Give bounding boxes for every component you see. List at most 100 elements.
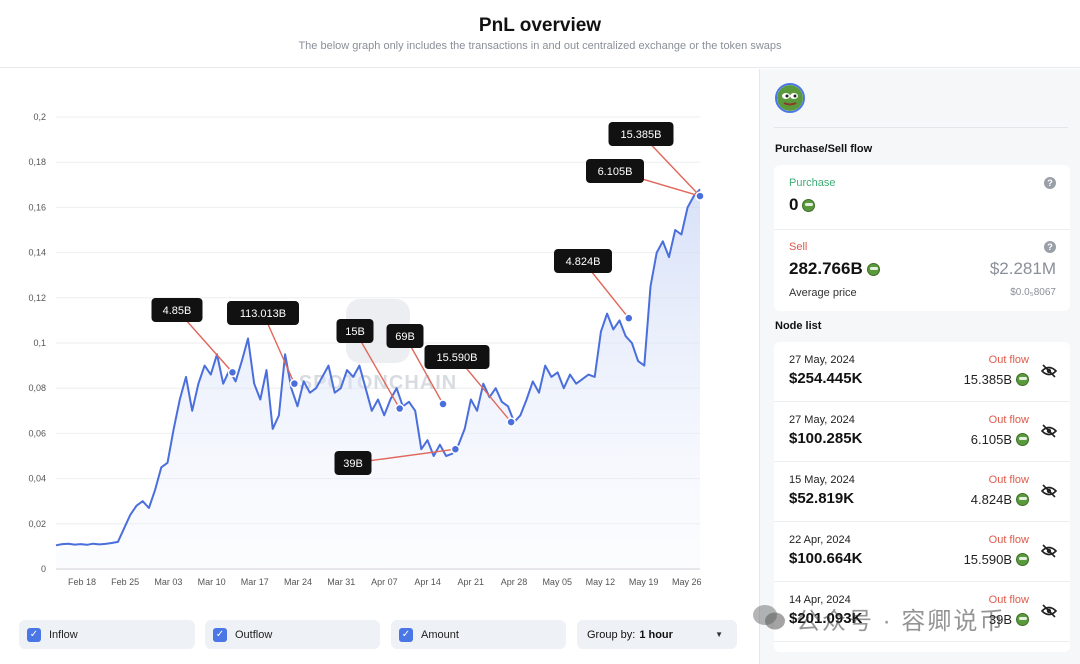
node-date: 15 May, 2024	[789, 474, 855, 486]
legend-amount[interactable]: ✓ Amount	[391, 620, 566, 649]
y-tick-label: 0,2	[33, 112, 46, 122]
annotation-label: 4.824B	[566, 256, 601, 268]
node-flow-type: Out flow	[988, 534, 1029, 546]
wechat-text: 公众号 · 容卿说币	[796, 607, 1006, 635]
chevron-down-icon: ▼	[715, 630, 723, 639]
annotation-point[interactable]	[394, 403, 405, 414]
price-area	[56, 189, 700, 570]
group-by-select[interactable]: Group by: 1 hour ▼	[577, 620, 737, 649]
legend-outflow[interactable]: ✓ Outflow	[205, 620, 380, 649]
y-tick-label: 0,14	[28, 248, 46, 258]
annotation-point[interactable]	[695, 191, 705, 201]
x-tick-label: Feb 18	[68, 577, 96, 587]
annotation-label: 4.85B	[163, 305, 192, 317]
node-flow-type: Out flow	[988, 594, 1029, 606]
node-usd: $52.819K	[789, 490, 855, 507]
legend-amount-label: Amount	[421, 628, 459, 641]
annotation-point[interactable]	[227, 367, 238, 378]
wechat-icon	[753, 605, 785, 630]
pepe-token-icon	[802, 198, 816, 212]
node-list-item[interactable]: 22 Apr, 2024 $100.664K Out flow 15.590B	[774, 522, 1070, 582]
panel-divider	[759, 69, 760, 664]
y-tick-label: 0,02	[28, 519, 46, 529]
annotation-point[interactable]	[624, 313, 634, 323]
annotation-box[interactable]	[336, 319, 374, 343]
x-tick-label: Apr 28	[501, 577, 528, 587]
node-date: 22 Apr, 2024	[789, 534, 851, 546]
y-tick-label: 0	[41, 564, 46, 574]
x-tick-label: Mar 10	[198, 577, 226, 587]
watermark-text: SPOTONCHAIN	[299, 372, 457, 394]
y-tick-label: 0,08	[28, 383, 46, 393]
annotation-point[interactable]	[438, 399, 448, 409]
x-tick-label: May 12	[586, 577, 616, 587]
x-tick-label: May 05	[542, 577, 572, 587]
pnl-chart[interactable]: SPOTONCHAIN 4.85B 113.013B 15B 69B 39B 15.590…	[0, 69, 758, 609]
annotation-label: 6.105B	[598, 166, 633, 178]
hide-eye-icon[interactable]	[1041, 544, 1057, 558]
annotation-point[interactable]	[450, 444, 461, 454]
pepe-token-icon	[1016, 493, 1029, 506]
node-flow-type: Out flow	[988, 354, 1029, 366]
node-usd: $254.445K	[789, 370, 863, 387]
annotation-point[interactable]	[506, 417, 516, 427]
card-divider	[774, 229, 1070, 230]
annotation-label: 15B	[345, 326, 365, 338]
hide-eye-icon[interactable]	[1041, 424, 1057, 438]
node-usd: $100.285K	[789, 430, 863, 447]
token-logo-icon[interactable]	[775, 83, 805, 113]
node-date: 27 May, 2024	[789, 354, 855, 366]
group-by-value: 1 hour	[639, 628, 673, 641]
annotation-box[interactable]	[334, 451, 372, 475]
node-flow-type: Out flow	[988, 474, 1029, 486]
group-by-label: Group by:	[587, 628, 636, 641]
node-date: 27 May, 2024	[789, 414, 855, 426]
annotation-point[interactable]	[289, 378, 300, 389]
x-tick-label: Mar 31	[327, 577, 355, 587]
annotation-box[interactable]	[386, 324, 424, 348]
node-list-item[interactable]: 15 May, 2024 $52.819K Out flow 4.824B	[774, 462, 1070, 522]
annotation-box[interactable]	[554, 249, 612, 273]
node-amount-value: 4.824B	[970, 492, 1012, 507]
annotation-box[interactable]	[424, 345, 490, 369]
node-amount-value: 6.105B	[970, 432, 1012, 447]
legend-inflow[interactable]: ✓ Inflow	[19, 620, 195, 649]
legend-outflow-label: Outflow	[235, 628, 273, 641]
outflow-checkbox[interactable]: ✓	[213, 627, 227, 642]
annotation-label: 15.385B	[621, 129, 662, 141]
sell-amount: 282.766B	[789, 259, 880, 279]
hide-eye-icon[interactable]	[1041, 484, 1057, 498]
annotation-label: 113.013B	[240, 308, 286, 320]
inflow-checkbox[interactable]: ✓	[27, 627, 41, 642]
page-subtitle: The below graph only includes the transa…	[298, 40, 782, 52]
purchase-sell-card: Purchase ? 0 Sell ? 282.766B $2.281M Ave…	[774, 165, 1070, 311]
chart-svg: SPOTONCHAIN 4.85B 113.013B 15B 69B 39B 15.590…	[28, 112, 705, 587]
amount-checkbox[interactable]: ✓	[399, 627, 413, 642]
pepe-token-icon	[866, 262, 880, 276]
node-flow-type: Out flow	[988, 414, 1029, 426]
price-line	[55, 188, 701, 547]
annotation-box[interactable]	[608, 122, 674, 146]
node-list-item[interactable]: 27 May, 2024 $254.445K Out flow 15.385B	[774, 342, 1070, 402]
annotation-box[interactable]	[227, 301, 299, 325]
annotation-label: 39B	[343, 458, 363, 470]
annotation-box[interactable]	[586, 159, 644, 183]
node-amount: 6.105B	[971, 432, 1029, 447]
wechat-watermark: 公众号 · 容卿说币	[752, 598, 1052, 638]
purchase-sell-title: Purchase/Sell flow	[775, 143, 873, 155]
node-usd: $100.664K	[789, 550, 863, 567]
node-date: 14 Apr, 2024	[789, 594, 851, 606]
help-icon[interactable]: ?	[1044, 177, 1056, 189]
help-icon[interactable]: ?	[1044, 241, 1056, 253]
node-list: 27 May, 2024 $254.445K Out flow 15.385B …	[774, 342, 1070, 652]
average-price-value: $0.0₅8067	[1010, 287, 1056, 298]
hide-eye-icon[interactable]	[1041, 364, 1057, 378]
x-tick-label: Apr 14	[414, 577, 441, 587]
node-amount-value: 15.385B	[963, 372, 1012, 387]
annotation-box[interactable]	[151, 298, 203, 322]
hide-eye-icon[interactable]	[1041, 604, 1057, 618]
pepe-token-icon	[1016, 433, 1029, 446]
node-list-item[interactable]: 14 Apr, 2024 $201.093K Out flow 39B	[774, 582, 1070, 642]
purchase-label: Purchase	[789, 177, 836, 189]
node-list-item[interactable]: 27 May, 2024 $100.285K Out flow 6.105B	[774, 402, 1070, 462]
